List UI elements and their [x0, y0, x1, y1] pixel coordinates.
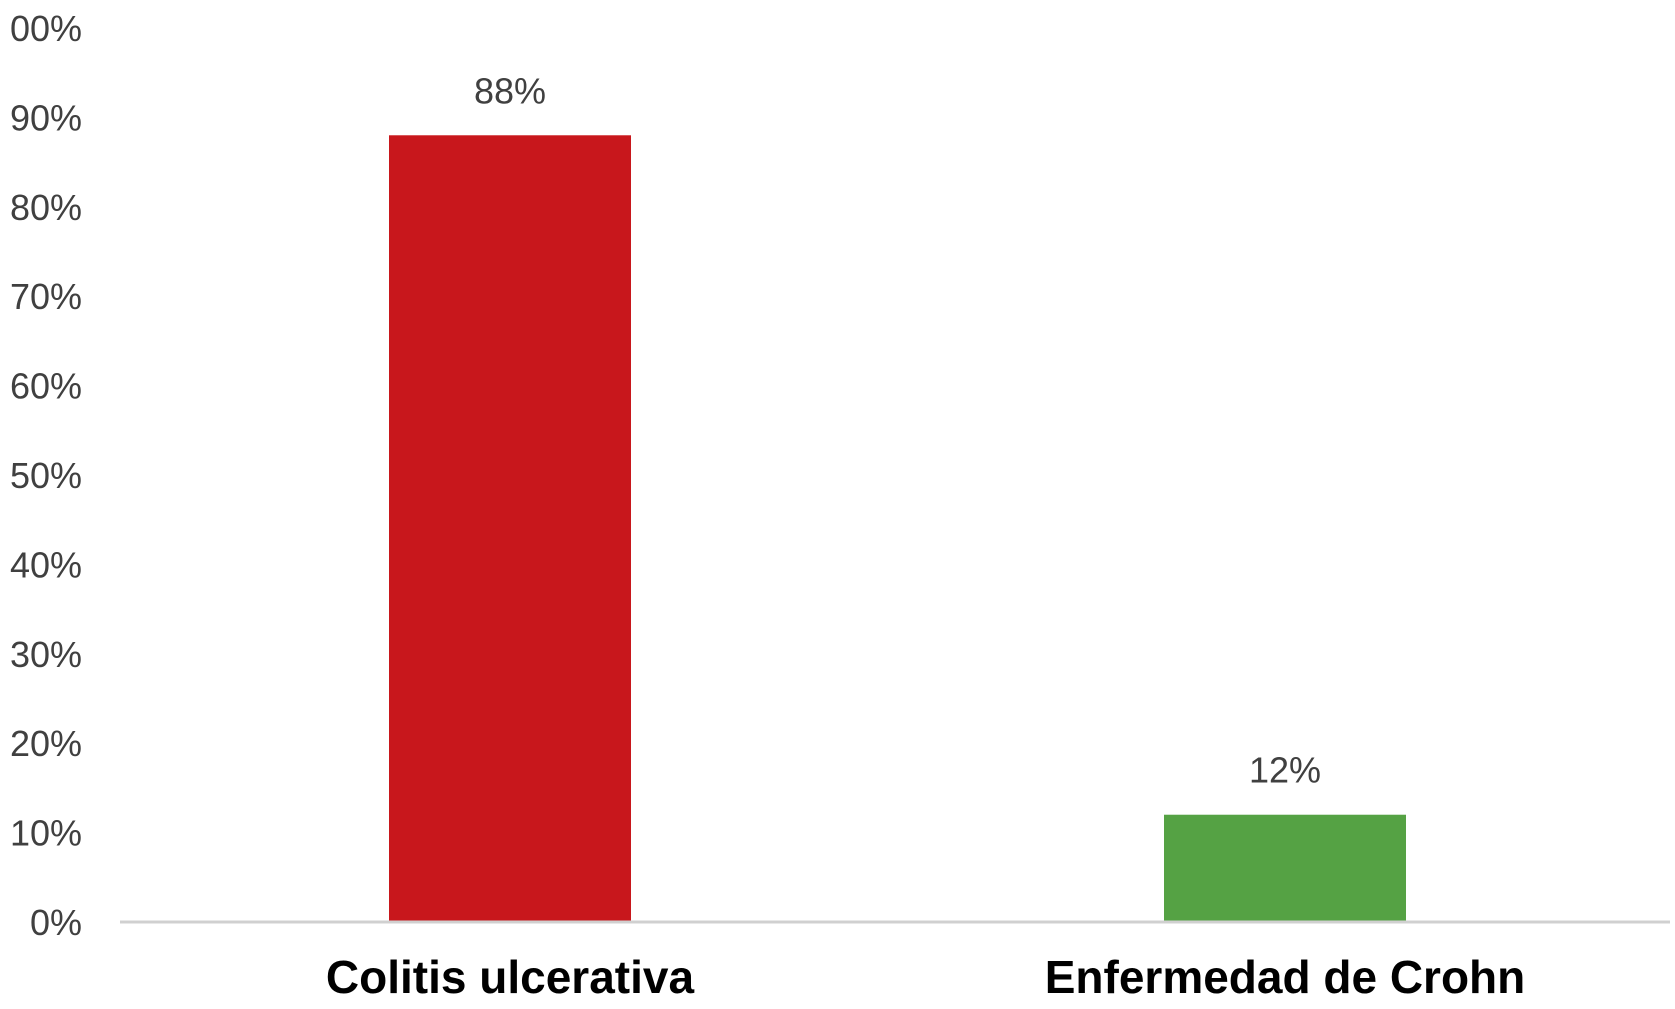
y-tick-label: 0% [30, 902, 82, 943]
data-label-1: 88% [474, 70, 546, 111]
y-tick-label: 00% [10, 8, 82, 49]
data-labels: 88% 12% [474, 70, 1321, 790]
y-tick-label: 40% [10, 544, 82, 585]
bars [389, 135, 1406, 922]
category-label-2: Enfermedad de Crohn [1045, 951, 1526, 1003]
y-tick-label: 70% [10, 276, 82, 317]
data-label-2: 12% [1249, 750, 1321, 791]
bar-2 [1164, 814, 1406, 922]
y-tick-label: 60% [10, 366, 82, 407]
category-labels: Colitis ulcerativa Enfermedad de Crohn [326, 951, 1525, 1003]
y-tick-label: 20% [10, 723, 82, 764]
y-tick-label: 80% [10, 187, 82, 228]
category-label-1: Colitis ulcerativa [326, 951, 695, 1003]
y-tick-label: 30% [10, 634, 82, 675]
bar-1 [389, 135, 631, 922]
y-tick-label: 50% [10, 455, 82, 496]
y-tick-label: 90% [10, 97, 82, 138]
y-tick-label: 10% [10, 813, 82, 854]
y-axis-ticks: 0% 10% 20% 30% 40% 50% 60% 70% 80% 90% 00% [10, 8, 82, 943]
